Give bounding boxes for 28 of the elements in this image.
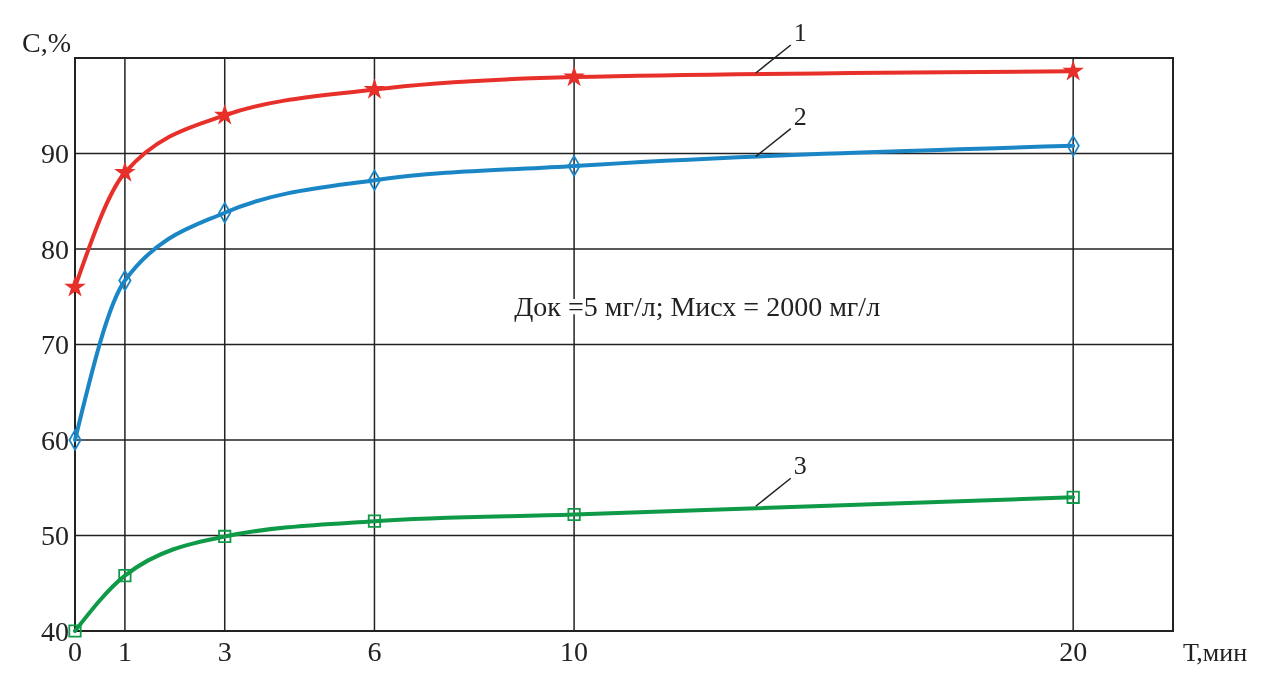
- series-label: 3: [793, 451, 807, 481]
- x-tick-label: 3: [217, 636, 232, 667]
- point: [567, 507, 581, 522]
- series-label: 2: [793, 101, 807, 131]
- x-tick-label: 6: [367, 636, 382, 667]
- point: [68, 624, 82, 638]
- y-tick-label: 90: [41, 138, 69, 170]
- y-axis-title: С,%: [22, 27, 71, 58]
- point: [1066, 490, 1080, 504]
- point: [215, 105, 234, 124]
- x-tick-label: 0: [68, 636, 82, 667]
- x-axis-title: Т,мин: [1183, 638, 1248, 667]
- point: [66, 277, 84, 295]
- y-tick-label: 40: [41, 615, 69, 647]
- point: [218, 529, 232, 544]
- series-label: 1: [793, 18, 807, 48]
- y-tick-label: 80: [41, 233, 69, 265]
- point: [565, 67, 584, 85]
- x-tick-label: 10: [560, 636, 589, 667]
- point: [118, 569, 132, 583]
- point: [115, 163, 134, 181]
- x-tick-label: 1: [117, 636, 132, 667]
- point: [1064, 62, 1083, 80]
- x-tick-label: 20: [1059, 636, 1088, 667]
- y-tick-label: 60: [41, 424, 69, 456]
- y-tick-label: 50: [41, 520, 69, 552]
- y-tick-label: 70: [41, 329, 69, 361]
- point: [367, 514, 382, 528]
